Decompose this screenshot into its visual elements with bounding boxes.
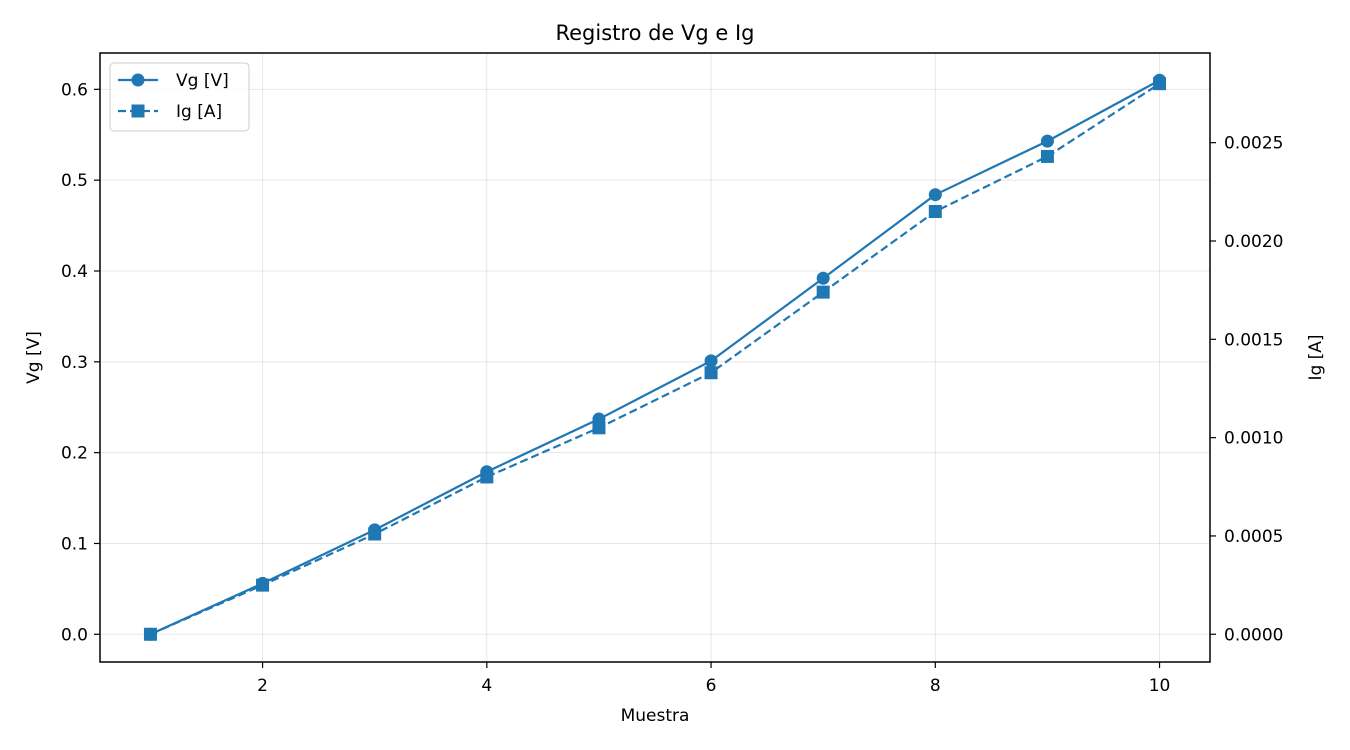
data-point-ig [816, 285, 830, 299]
y-left-tick-label: 0.0 [61, 625, 88, 645]
legend-label-vg: Vg [V] [176, 71, 229, 91]
data-point-vg [592, 412, 606, 426]
y-left-tick-label: 0.2 [61, 444, 88, 464]
data-point-vg [1153, 73, 1167, 87]
data-point-vg [816, 271, 830, 285]
data-point-ig [704, 366, 718, 380]
y-left-tick-label: 0.6 [61, 80, 88, 100]
x-tick-label: 2 [257, 676, 268, 696]
data-point-vg [704, 354, 718, 368]
data-point-vg [480, 465, 494, 479]
legend: Vg [V] Ig [A] [109, 62, 250, 132]
data-point-vg [256, 576, 270, 590]
legend-marker-vg [131, 73, 145, 87]
legend-marker-ig [131, 104, 145, 118]
series-line-ig [150, 82, 1161, 636]
series-line-vg [149, 79, 1161, 636]
data-point-ig [928, 204, 942, 218]
y-right-tick-label: 0.0010 [1224, 429, 1283, 449]
y-left-tick-label: 0.4 [61, 262, 88, 282]
y-right-tick-label: 0.0000 [1224, 625, 1283, 645]
ticks: 2 4 6 8 10 0.0 0.1 0.2 0.3 0.4 0.5 0.6 0.0000 0.0005 0… [61, 80, 1284, 696]
y-left-tick-label: 0.1 [61, 534, 88, 554]
series-layer [143, 73, 1167, 641]
data-point-vg [928, 188, 942, 202]
data-point-vg [1040, 134, 1054, 148]
y-right-tick-label: 0.0020 [1224, 232, 1283, 252]
y-right-tick-label: 0.0015 [1224, 330, 1283, 350]
x-axis-label: Muestra [621, 706, 690, 726]
x-tick-label: 4 [481, 676, 492, 696]
x-tick-label: 6 [706, 676, 717, 696]
y-axis-right-label: Ig [A] [1306, 334, 1326, 380]
plot-frame [99, 52, 1211, 663]
x-tick-label: 10 [1149, 676, 1171, 696]
data-point-ig [1040, 149, 1054, 163]
data-point-vg [368, 523, 382, 537]
y-right-tick-label: 0.0025 [1224, 134, 1283, 154]
x-tick-label: 8 [930, 676, 941, 696]
legend-label-ig: Ig [A] [176, 102, 222, 122]
data-point-vg [143, 627, 157, 641]
y-right-tick-label: 0.0005 [1224, 527, 1283, 547]
chart-title: Registro de Vg e Ig [555, 21, 754, 45]
y-left-tick-label: 0.5 [61, 171, 88, 191]
y-left-tick-label: 0.3 [61, 353, 88, 373]
y-axis-left-label: Vg [V] [24, 331, 44, 384]
